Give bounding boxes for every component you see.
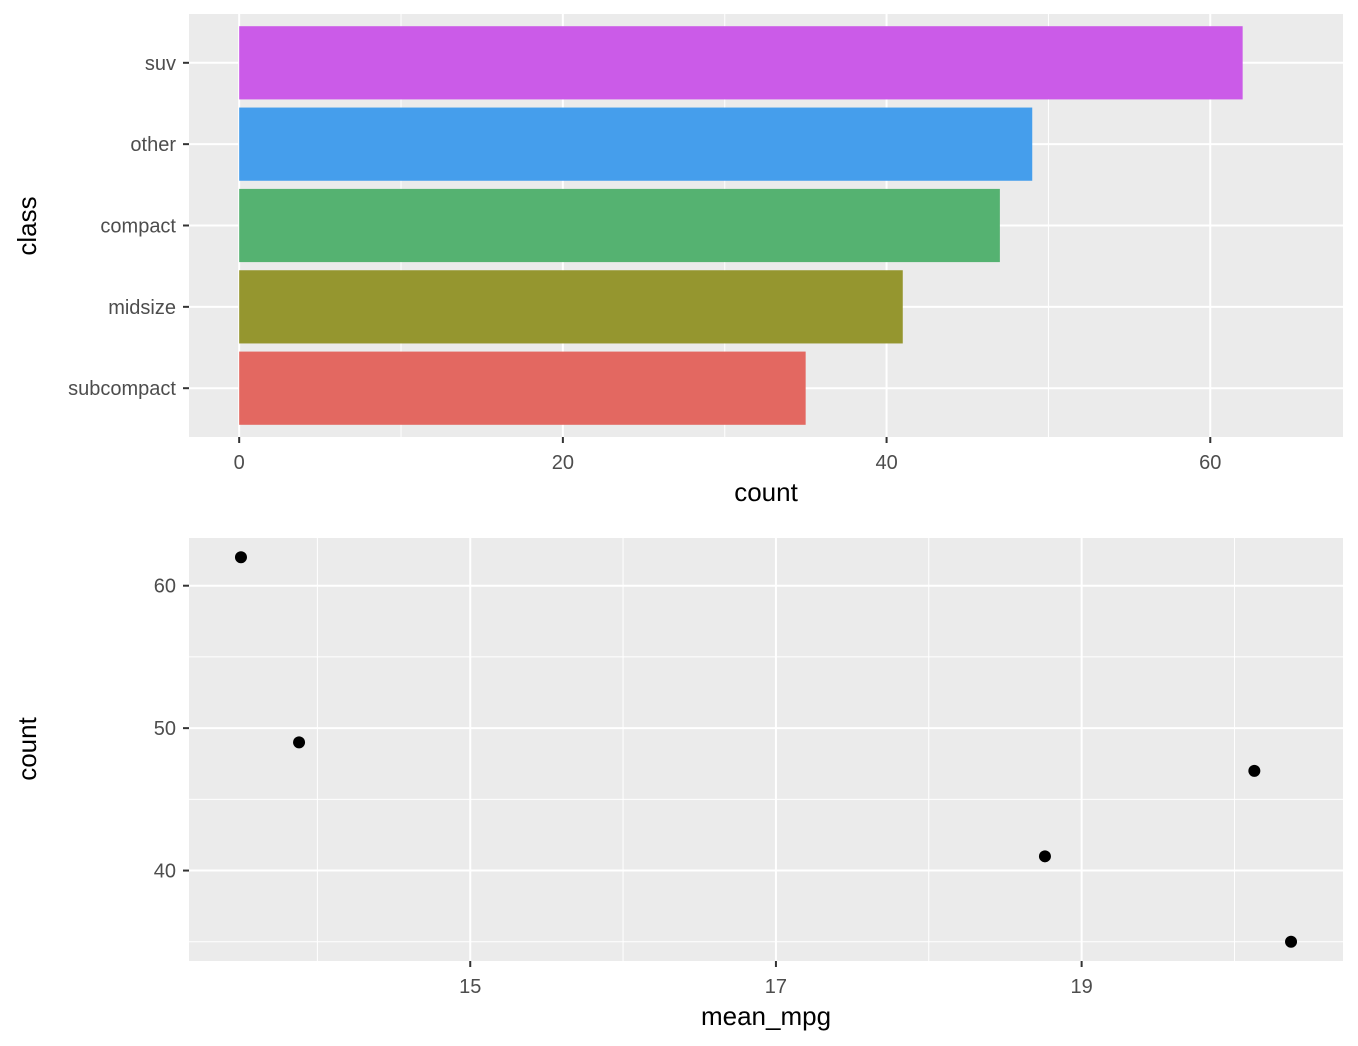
bar-chart-x-tick-label: 0 [234,452,245,474]
bar-chart-category-label: midsize [108,297,176,319]
bar-chart-axes: 0 20 40 60 subcompact midsize compact other suv [68,53,1221,474]
scatter-chart-x-tick-label: 19 [1071,976,1093,998]
bar-chart-x-tick-label: 60 [1199,452,1221,474]
bar-compact [239,188,1000,263]
scatter-chart-x-axis-title: mean_mpg [701,1001,831,1031]
bar-chart-category-label: subcompact [68,378,176,400]
scatter-point [1248,764,1261,777]
bar-chart-x-tick-label: 20 [552,452,574,474]
scatter-point [1285,935,1298,948]
scatter-chart: 15 17 19 40 50 60 mean_mpg count [12,538,1343,1031]
scatter-chart-panel [189,538,1343,961]
bar-chart: 0 20 40 60subcompactmidsizecompactothersuv … [12,14,1343,507]
scatter-point [293,736,306,749]
scatter-chart-y-tick-label: 60 [154,576,176,598]
bar-chart-bars [239,26,1243,425]
bar-suv [239,26,1243,100]
scatter-chart-axes: 15 17 19 40 50 60 [154,576,1093,998]
scatter-chart-x-tick-label: 15 [459,976,481,998]
bar-midsize [239,270,903,344]
bar-subcompact [239,351,806,425]
scatter-chart-y-tick-label: 50 [154,718,176,740]
scatter-chart-x-tick-label: 17 [765,976,787,998]
bar-chart-category-label: compact [100,216,176,238]
bar-other [239,107,1033,181]
scatter-point [234,551,247,564]
scatter-chart-grid [189,538,1343,961]
bar-chart-x-tick-label: 40 [875,452,897,474]
bar-chart-x-axis-title: count [734,477,798,507]
scatter-chart-y-tick-label: 40 [154,861,176,883]
scatter-chart-y-axis-title: count [12,716,42,780]
scatter-chart-points [234,551,1298,948]
bar-chart-category-label: suv [145,53,176,75]
bar-chart-y-axis-title: class [12,196,42,255]
bar-chart-category-label: other [130,134,176,156]
scatter-point [1038,850,1051,863]
